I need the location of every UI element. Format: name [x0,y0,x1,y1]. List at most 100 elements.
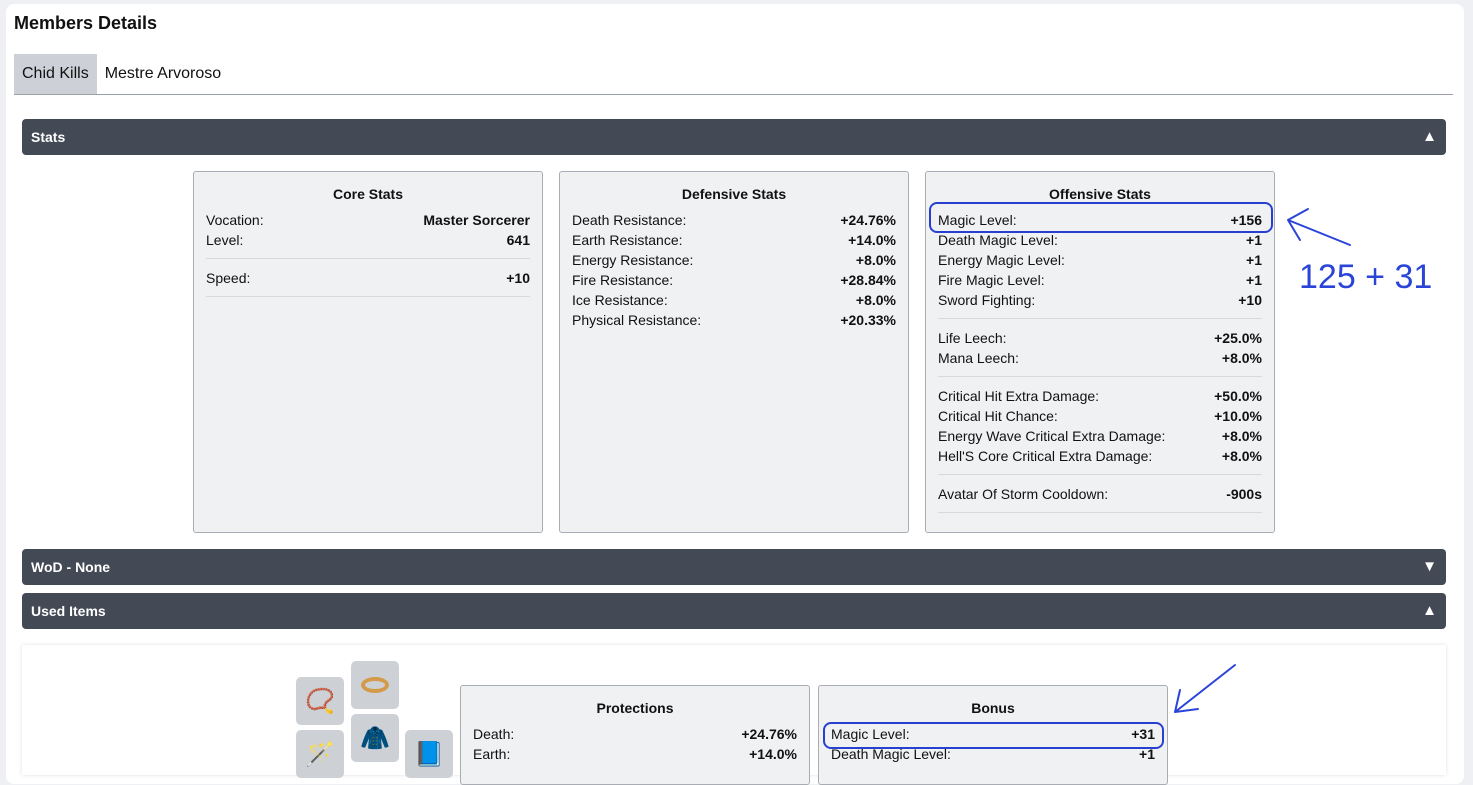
stat-label: Earth Resistance: [572,232,683,248]
stat-row: Energy Resistance: +8.0% [572,250,896,270]
stat-label: Magic Level: [938,212,1017,228]
section-title: Stats [31,129,66,145]
stat-value: +14.0% [749,746,797,762]
armor-icon[interactable]: 🧥 [351,714,399,762]
wod-section-header[interactable]: WoD - None ▼ [22,549,1446,585]
stat-label: Hell'S Core Critical Extra Damage: [938,448,1153,464]
stat-value: +8.0% [1221,448,1262,464]
arrow-icon [1174,664,1236,713]
stat-row: Fire Resistance: +28.84% [572,270,896,290]
stat-value: +24.76% [840,212,896,228]
highlight-ellipse [823,722,1164,749]
stat-label: Vocation: [206,212,264,228]
stat-label: Ice Resistance: [572,292,668,308]
divider [938,474,1262,475]
stat-value: +20.33% [840,312,896,328]
stat-value: Master Sorcerer [423,212,530,228]
stat-value: +10 [1238,292,1262,308]
stat-label: Death Resistance: [572,212,687,228]
expand-triangle-icon[interactable]: ▼ [1422,558,1437,575]
stat-label: Energy Magic Level: [938,252,1065,268]
stat-value: +8.0% [1221,350,1262,366]
stat-row: Physical Resistance: +20.33% [572,310,896,330]
stat-value: +8.0% [855,252,896,268]
section-title: WoD - None [31,559,111,575]
stat-row: Death Magic Level: +1 [831,744,1155,764]
amulet-icon[interactable]: 📿 [296,677,344,725]
stat-row: Life Leech: +25.0% [938,328,1262,348]
collapse-triangle-icon[interactable]: ▲ [1422,602,1437,619]
stat-row: Ice Resistance: +8.0% [572,290,896,310]
divider [206,258,530,259]
panel-title: Core Stats [332,186,404,202]
stat-value: +156 [1230,212,1262,228]
tab-mestre-arvoroso[interactable]: Mestre Arvoroso [104,65,222,82]
stat-label: Level: [206,232,244,248]
section-title: Used Items [31,603,106,619]
stat-value: +24.76% [741,726,797,742]
used-items-section-header[interactable]: Used Items ▲ [22,593,1446,629]
stat-row: Speed: +10 [206,268,530,288]
wand-icon[interactable]: 🪄 [296,730,344,778]
highlight-ellipse [929,202,1273,233]
collapse-triangle-icon[interactable]: ▲ [1422,128,1437,145]
stat-row: Critical Hit Extra Damage: +50.0% [938,386,1262,406]
stat-row: Earth Resistance: +14.0% [572,230,896,250]
page-title: Members Details [14,13,158,33]
stat-label: Critical Hit Chance: [938,408,1058,424]
stat-value: +10.0% [1214,408,1262,424]
stat-label: Death Magic Level: [938,232,1058,248]
stat-value: +1 [1246,272,1262,288]
stat-value: 641 [506,232,530,248]
panel-title: Defensive Stats [681,186,787,202]
stat-row: Mana Leech: +8.0% [938,348,1262,368]
annotation-arrows [1174,208,1351,713]
tab-chid-kills[interactable]: Chid Kills [14,54,97,94]
stat-value: +1 [1139,746,1155,762]
stats-section-header[interactable]: Stats ▲ [22,119,1446,155]
stat-row: Energy Wave Critical Extra Damage: +8.0% [938,426,1262,446]
stat-row: Critical Hit Chance: +10.0% [938,406,1262,426]
divider [938,318,1262,319]
stat-row: Sword Fighting: +10 [938,290,1262,310]
member-tabs: Chid Kills Mestre Arvoroso [14,54,1453,95]
divider [938,376,1262,377]
stat-value: +25.0% [1214,330,1262,346]
stat-value: +10 [506,270,530,286]
defensive-stats-panel: Defensive Stats Death Resistance: +24.76%… [559,171,909,533]
stat-label: Critical Hit Extra Damage: [938,388,1100,404]
spellbook-icon[interactable]: 📘 [405,730,453,778]
stat-label: Death: [473,726,515,742]
stat-value: -900s [1226,486,1262,502]
stat-row: Death Resistance: +24.76% [572,210,896,230]
ring-icon[interactable] [351,661,399,709]
stat-row: Hell'S Core Critical Extra Damage: +8.0% [938,446,1262,466]
stat-label: Death Magic Level: [831,746,951,762]
stat-label: Physical Resistance: [572,312,702,328]
stat-value: +50.0% [1214,388,1262,404]
stat-row: Avatar Of Storm Cooldown: -900s [938,484,1262,504]
stat-value: +31 [1131,726,1155,742]
stat-row: Vocation: Master Sorcerer [206,210,530,230]
stat-label: Speed: [206,270,251,286]
stat-label: Avatar Of Storm Cooldown: [938,486,1109,502]
stat-row: Fire Magic Level: +1 [938,270,1262,290]
stat-label: Energy Resistance: [572,252,694,268]
stat-row: Magic Level: +156 [938,210,1262,230]
stat-value: +1 [1246,232,1262,248]
panel-title: Offensive Stats [1049,186,1151,202]
stat-row: Death Magic Level: +1 [938,230,1262,250]
stat-value: +1 [1246,252,1262,268]
arrow-icon [1287,208,1351,246]
core-stats-panel: Core Stats Vocation: Master Sorcerer Leve… [193,171,543,533]
stat-row: Magic Level: +31 [831,724,1155,744]
stat-label: Magic Level: [831,726,910,742]
stat-label: Fire Resistance: [572,272,674,288]
stat-value: +8.0% [1221,428,1262,444]
stat-label: Fire Magic Level: [938,272,1045,288]
panel-title: Protections [596,700,674,716]
stat-row: Energy Magic Level: +1 [938,250,1262,270]
stat-value: +14.0% [848,232,896,248]
stat-label: Life Leech: [938,330,1007,346]
stat-label: Energy Wave Critical Extra Damage: [938,428,1166,444]
